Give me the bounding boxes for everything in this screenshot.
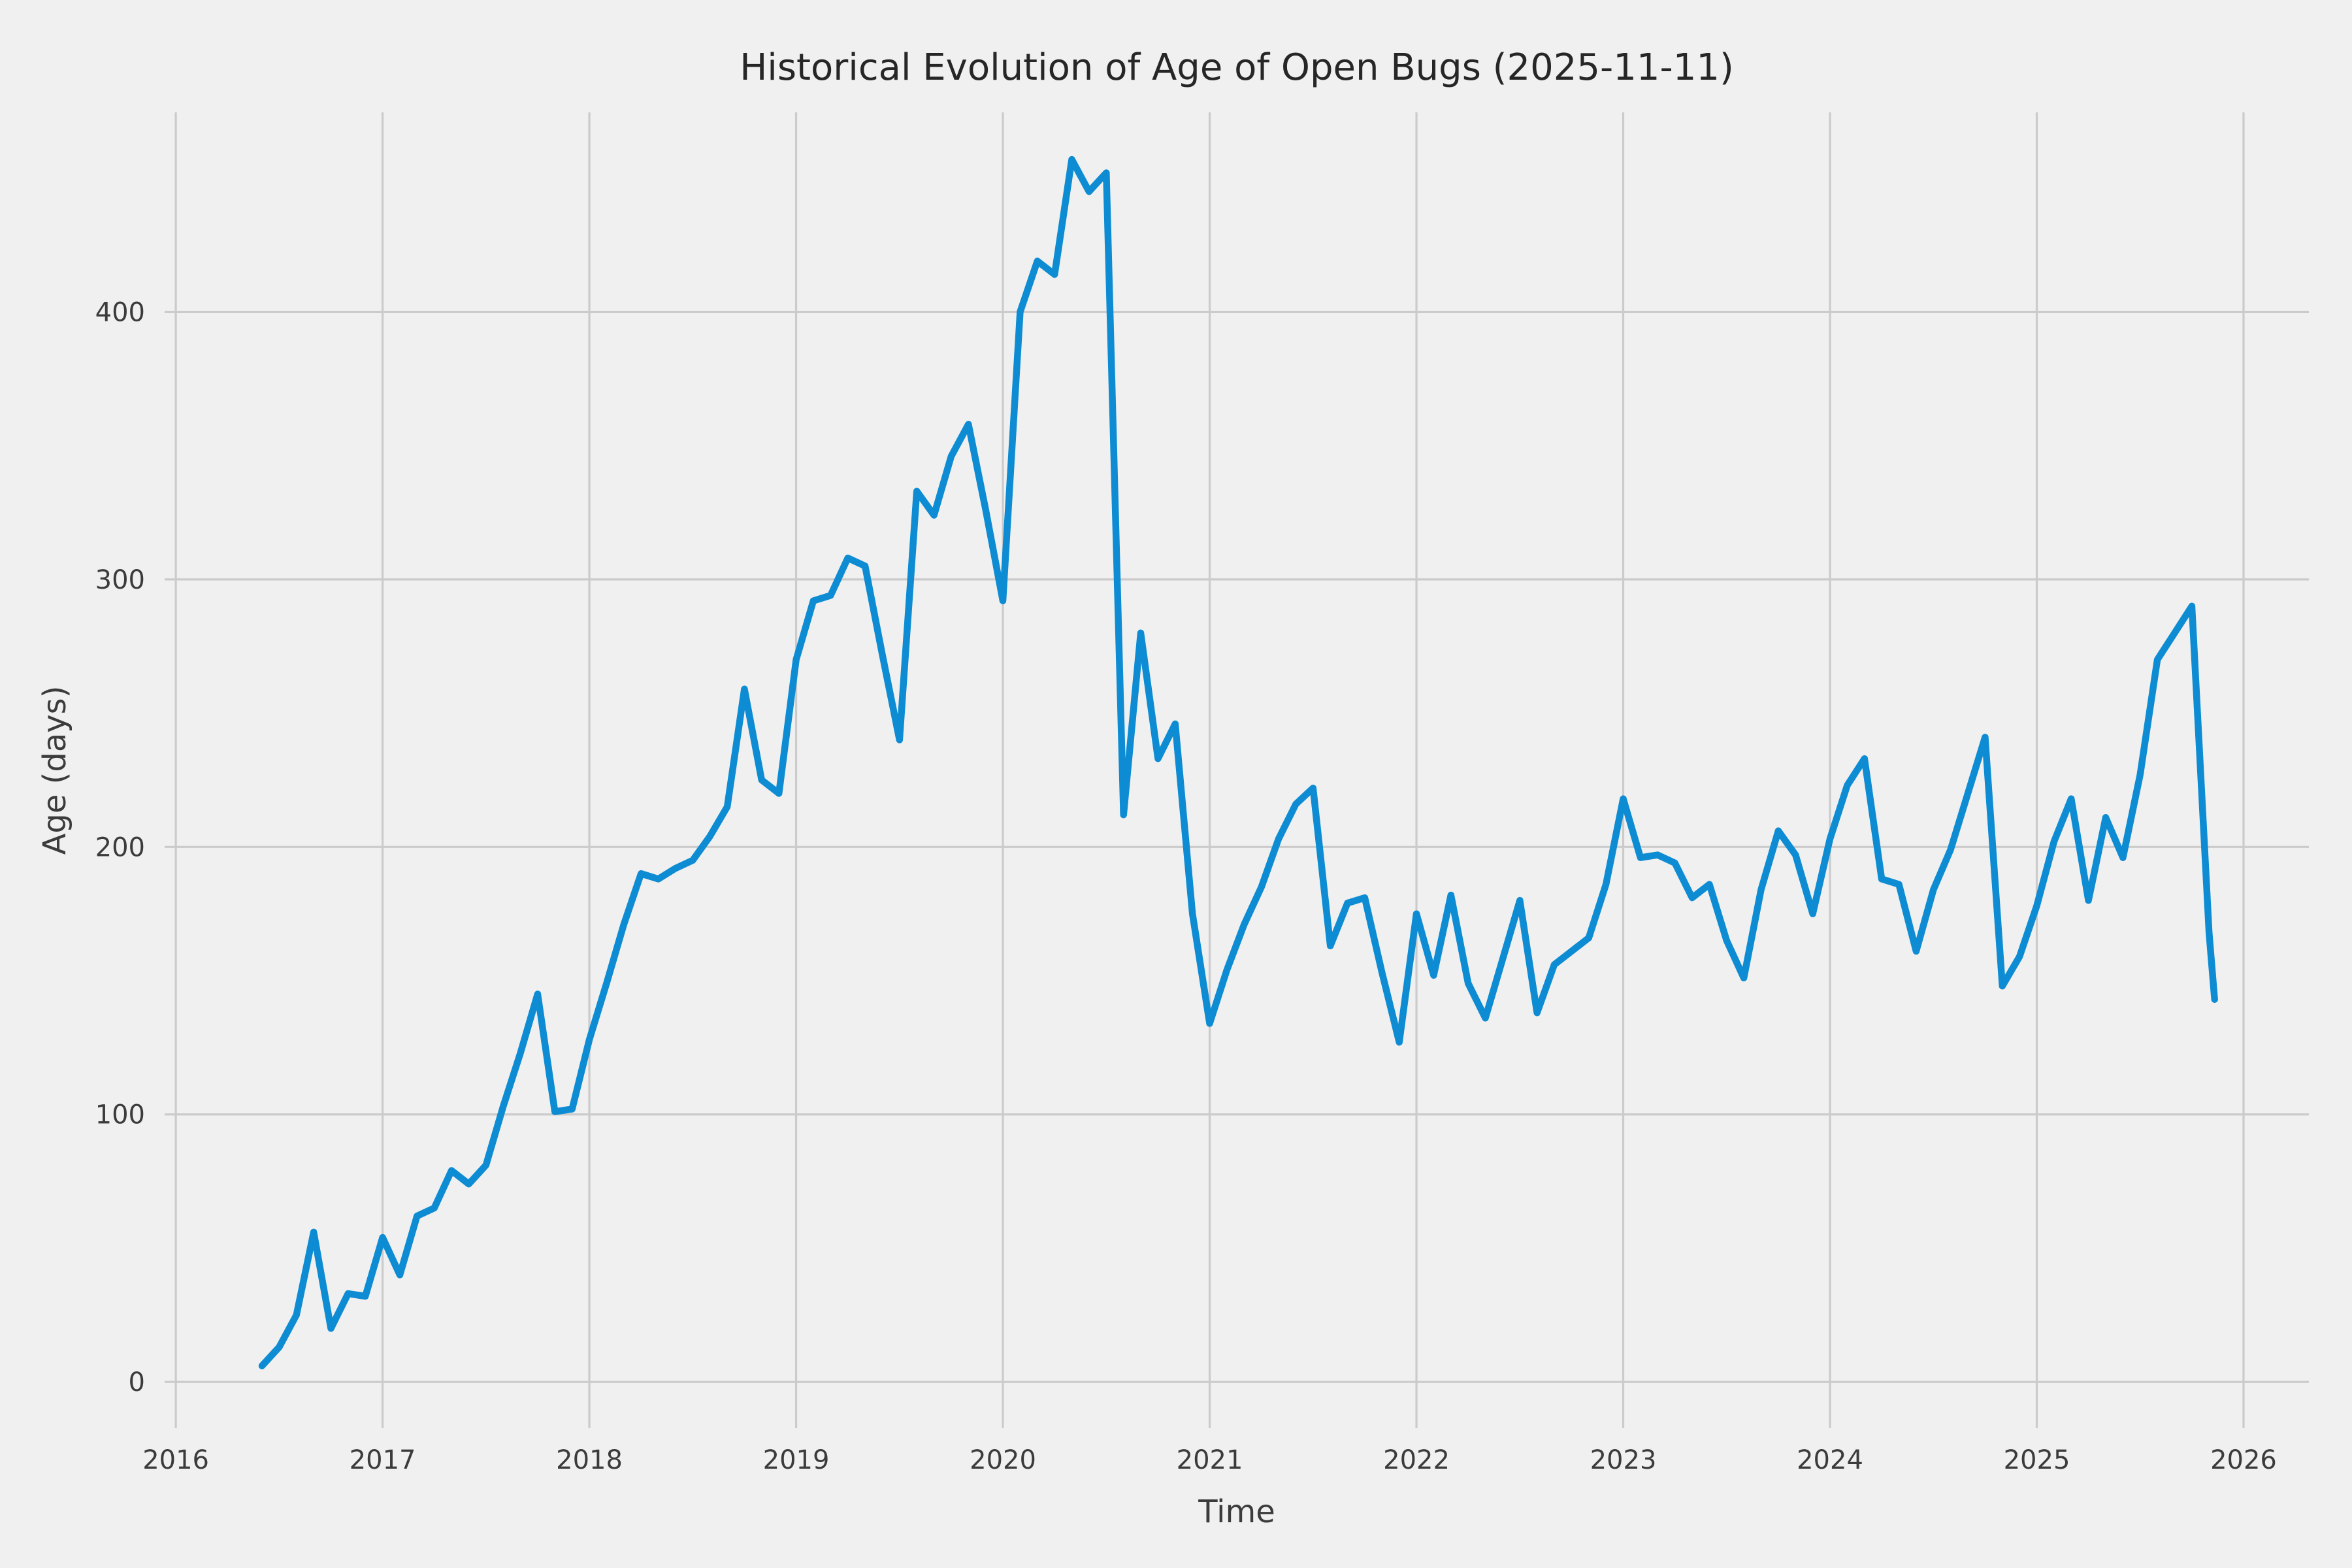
x-tick-label: 2016 [142,1445,209,1475]
y-tick-label: 400 [95,297,145,327]
x-tick-label: 2025 [2004,1445,2070,1475]
y-tick-label: 300 [95,565,145,595]
y-tick-labels: 0 100 200 300 400 [95,297,145,1397]
x-tick-label: 2019 [763,1445,830,1475]
x-tick-label: 2021 [1177,1445,1243,1475]
y-tick-label: 200 [95,832,145,862]
x-tick-label: 2018 [556,1445,623,1475]
x-tick-label: 2024 [1797,1445,1863,1475]
vertical-gridlines-group [174,112,2245,1428]
x-tick-label: 2017 [350,1445,416,1475]
x-tick-labels: 2016 2017 2018 2019 2020 2021 2022 2023 2024 2025… [142,1445,2277,1475]
x-tick-label: 2023 [1590,1445,1657,1475]
x-tick-label: 2020 [970,1445,1036,1475]
y-tick-label: 100 [95,1100,145,1130]
bug-age-line [258,155,2218,1369]
chart-title: Historical Evolution of Age of Open Bugs… [740,46,1734,89]
x-tick-label: 2022 [1383,1445,1450,1475]
x-axis-label: Time [1198,1494,1275,1530]
y-axis-label: Age (days) [37,686,73,855]
y-tick-label: 0 [129,1367,145,1397]
x-tick-label: 2026 [2210,1445,2277,1475]
horizontal-gridlines-group [165,310,2309,1383]
